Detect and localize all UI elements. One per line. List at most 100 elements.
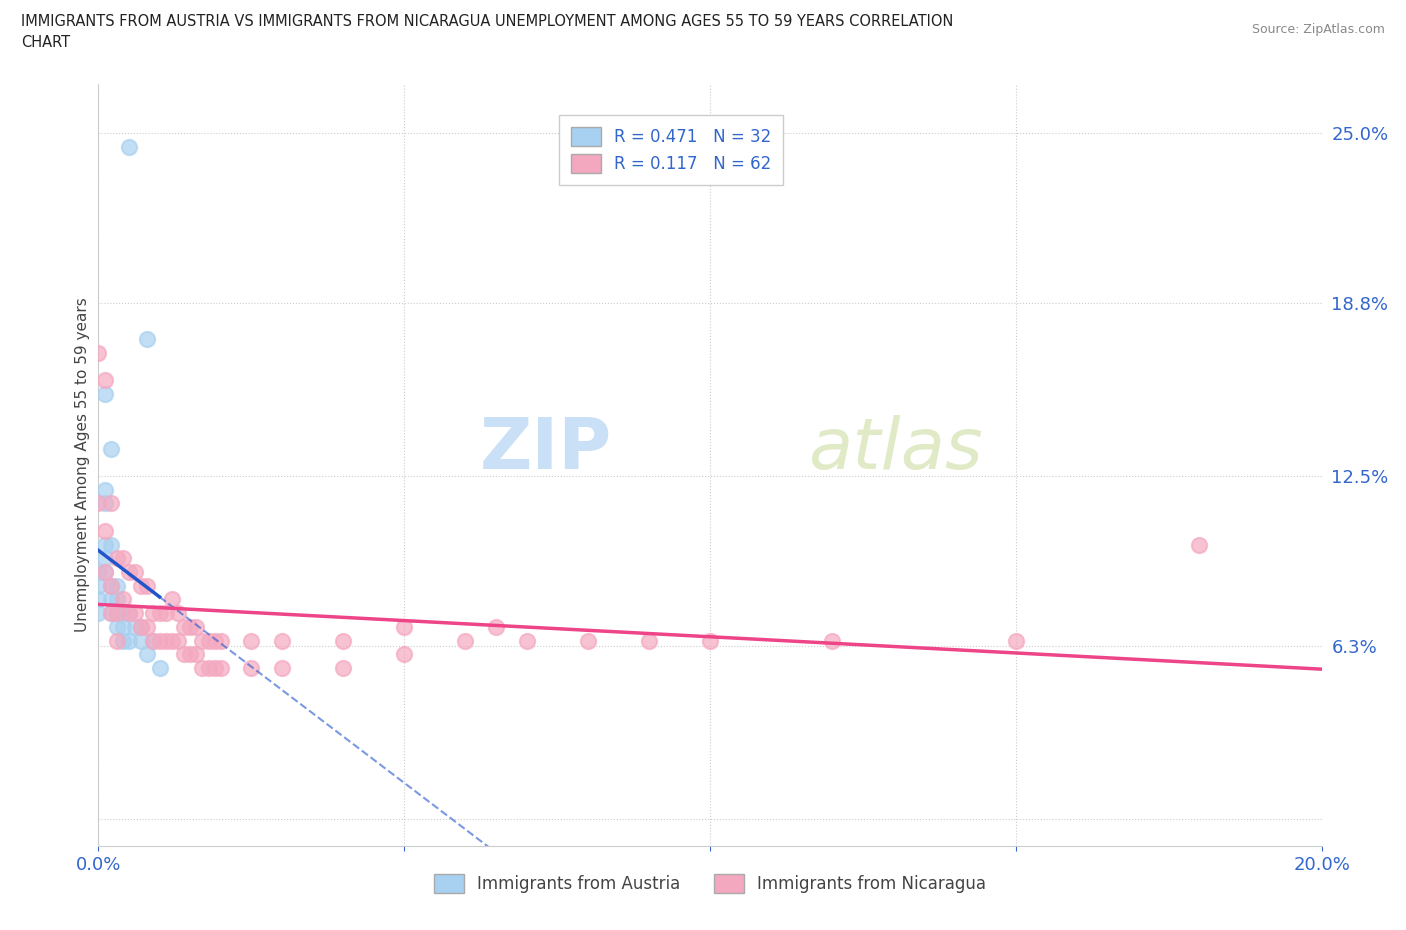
Point [136,647,159,662]
Point [270,660,292,675]
Point [100,538,122,552]
Point [142,633,165,648]
Point [93,496,115,511]
Point [111,551,134,565]
Point [209,660,232,675]
Point [142,605,165,620]
Point [576,633,599,648]
Point [160,633,183,648]
Point [118,633,141,648]
Point [149,660,172,675]
Point [191,633,214,648]
Text: CHART: CHART [21,35,70,50]
Point [87,345,110,360]
Y-axis label: Unemployment Among Ages 55 to 59 years: Unemployment Among Ages 55 to 59 years [75,298,90,632]
Text: Source: ZipAtlas.com: Source: ZipAtlas.com [1251,23,1385,36]
Point [124,565,146,579]
Point [179,619,201,634]
Point [100,605,122,620]
Point [167,633,190,648]
Point [136,331,159,346]
Point [93,565,115,579]
Point [197,660,219,675]
Point [186,647,208,662]
Point [186,619,208,634]
Point [100,496,122,511]
Point [149,633,172,648]
Point [93,373,115,388]
Point [105,592,128,607]
Point [136,578,159,593]
Point [105,551,128,565]
Point [93,538,115,552]
Point [197,633,219,648]
Point [105,605,128,620]
Point [87,565,110,579]
Text: ZIP: ZIP [479,416,612,485]
Point [129,619,152,634]
Point [332,633,354,648]
Point [105,605,128,620]
Point [485,619,508,634]
Point [179,647,201,662]
Point [173,647,195,662]
Point [516,633,538,648]
Point [240,633,263,648]
Point [111,592,134,607]
Point [637,633,661,648]
Point [111,619,134,634]
Point [93,524,115,538]
Point [100,578,122,593]
Point [821,633,844,648]
Point [160,592,183,607]
Point [142,633,165,648]
Point [392,619,416,634]
Point [270,633,292,648]
Point [332,660,354,675]
Point [100,605,122,620]
Point [93,483,115,498]
Point [240,660,263,675]
Point [93,386,115,401]
Point [124,619,146,634]
Point [111,633,134,648]
Point [149,605,172,620]
Point [1004,633,1026,648]
Point [105,633,128,648]
Point [100,441,122,456]
Legend: Immigrants from Austria, Immigrants from Nicaragua: Immigrants from Austria, Immigrants from… [423,864,997,903]
Point [209,633,232,648]
Point [118,140,141,154]
Point [93,551,115,565]
Point [129,633,152,648]
Point [87,605,110,620]
Point [105,619,128,634]
Point [87,496,110,511]
Point [204,660,226,675]
Point [392,647,416,662]
Point [173,619,195,634]
Point [699,633,721,648]
Text: IMMIGRANTS FROM AUSTRIA VS IMMIGRANTS FROM NICARAGUA UNEMPLOYMENT AMONG AGES 55 : IMMIGRANTS FROM AUSTRIA VS IMMIGRANTS FR… [21,14,953,29]
Point [118,565,141,579]
Point [204,633,226,648]
Point [111,605,134,620]
Point [167,605,190,620]
Point [454,633,477,648]
Point [124,605,146,620]
Point [105,578,128,593]
Point [1188,538,1211,552]
Point [100,592,122,607]
Point [155,633,177,648]
Point [100,578,122,593]
Point [129,578,152,593]
Point [118,605,141,620]
Point [136,619,159,634]
Point [191,660,214,675]
Point [87,592,110,607]
Point [93,565,115,579]
Point [155,605,177,620]
Point [87,578,110,593]
Point [129,619,152,634]
Point [118,605,141,620]
